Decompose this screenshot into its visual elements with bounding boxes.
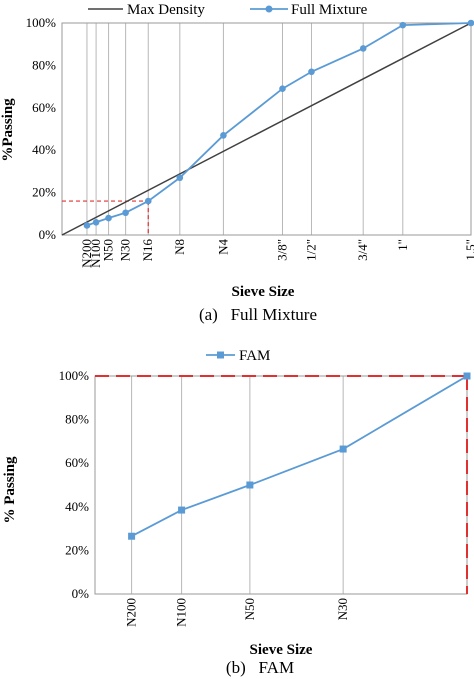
y-tick-60: 60% — [65, 455, 89, 470]
x-tick-3-8: 3/8" — [274, 239, 289, 261]
vertical-gridlines — [131, 376, 344, 594]
x-tick-n30: N30 — [118, 239, 133, 261]
legend-label-max-density: Max Density — [127, 2, 205, 18]
data-point-full-mixture — [399, 21, 407, 29]
data-point-full-mixture — [92, 218, 100, 226]
y-tick-20: 20% — [65, 542, 89, 557]
dashed-reference-lines — [62, 200, 149, 235]
x-axis-label: Sieve Size — [250, 642, 313, 658]
data-point-full-mixture — [308, 68, 315, 76]
y-tick-80: 80% — [65, 412, 89, 427]
y-tick-0: 0% — [72, 586, 90, 601]
data-point-full-mixture — [83, 222, 91, 229]
data-point-full-mixture — [220, 132, 227, 139]
legend-marker-full-mixture — [265, 5, 273, 13]
x-tick-n16: N16 — [140, 239, 155, 262]
x-tick-1-5: 1.5" — [463, 239, 474, 261]
y-tick-labels: 0% 20% 40% 60% 80% 100% — [59, 368, 90, 601]
x-tick-n200: N200 — [124, 598, 139, 627]
x-tick-n4: N4 — [215, 239, 230, 255]
x-tick-1-2: 1/2" — [303, 239, 318, 261]
dashed-reference-lines — [95, 375, 468, 594]
y-axis-label: % Passing — [2, 456, 18, 524]
series-lines — [61, 19, 474, 236]
x-tick-n100: N100 — [88, 239, 103, 268]
y-tick-40: 40% — [65, 499, 89, 514]
x-tick-1: 1" — [395, 239, 410, 251]
x-axis-label: Sieve Size — [232, 284, 295, 300]
data-point-full-mixture — [105, 214, 112, 222]
plot-area — [61, 22, 472, 236]
data-point-full-mixture — [176, 174, 184, 182]
legend-label-fam: FAM — [239, 348, 270, 364]
data-point-full-mixture — [279, 85, 286, 93]
x-tick-3-4: 3/4" — [355, 239, 370, 261]
data-point-fam — [178, 506, 186, 514]
y-tick-60: 60% — [32, 100, 56, 115]
x-tick-n200: N200 — [79, 239, 94, 268]
y-tick-labels: 0% 20% 40% 60% 80% 100% — [26, 15, 57, 242]
y-tick-80: 80% — [32, 57, 56, 72]
data-point-fam — [463, 372, 471, 380]
data-point-full-mixture — [122, 209, 129, 217]
data-point-full-mixture — [467, 19, 474, 27]
data-point-full-mixture — [144, 197, 152, 205]
y-tick-40: 40% — [32, 142, 56, 157]
y-tick-100: 100% — [26, 15, 57, 30]
x-tick-n100: N100 — [174, 598, 189, 627]
y-tick-100: 100% — [59, 368, 90, 383]
caption-a: (a) Full Mixture — [199, 305, 317, 324]
x-tick-n50: N50 — [101, 239, 116, 261]
legend: Max Density Full Mixture — [88, 2, 368, 18]
legend-marker-fam — [217, 351, 224, 359]
legend: FAM — [206, 348, 270, 364]
x-tick-labels: N200 N100 N50 N30 — [124, 598, 351, 627]
caption-b: (b) FAM — [226, 658, 294, 677]
legend-label-full-mixture: Full Mixture — [291, 2, 368, 18]
chart-fam: 0% 20% 40% 60% 80% 100% N200 N100 N50 N30 % Pass… — [2, 348, 471, 677]
data-point-fam — [339, 445, 347, 453]
x-tick-n8: N8 — [172, 239, 187, 255]
y-axis-label: %Passing — [0, 98, 16, 162]
series-lines — [128, 372, 471, 540]
series-line-max-density — [61, 22, 472, 236]
data-point-fam — [128, 532, 136, 540]
y-tick-20: 20% — [32, 185, 56, 200]
data-point-full-mixture — [359, 45, 367, 52]
x-tick-n30: N30 — [335, 598, 350, 620]
x-tick-n50: N50 — [242, 598, 257, 620]
y-tick-0: 0% — [39, 227, 57, 242]
data-point-fam — [246, 481, 254, 489]
